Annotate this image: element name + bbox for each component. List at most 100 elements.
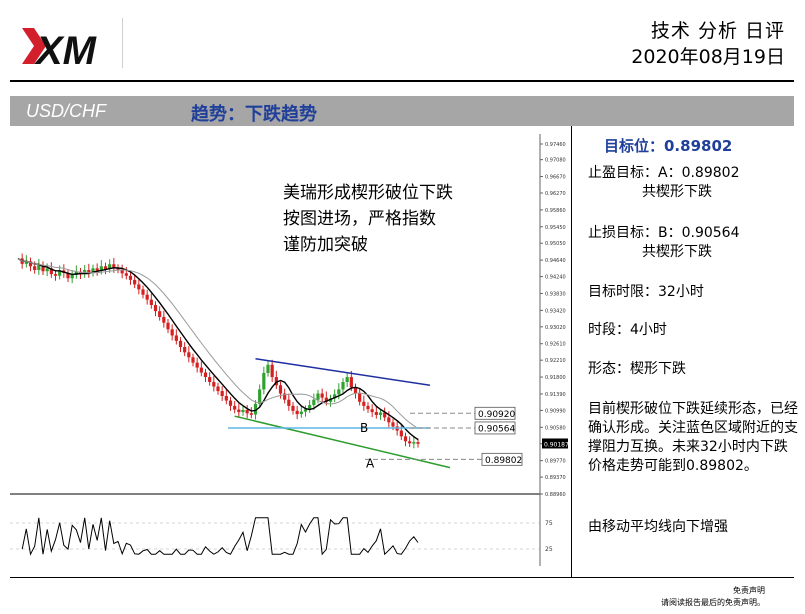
candle-body [137, 284, 141, 290]
candle-body [220, 391, 224, 396]
candle-body [312, 399, 316, 406]
candle-body [99, 266, 103, 271]
take-profit-label: 止盈目标：A：0.89802 [588, 165, 740, 181]
xm-logo: XM [20, 20, 125, 73]
candle-body [74, 271, 78, 275]
disclaimer-title: 免责声明 [733, 586, 765, 595]
candle-body [108, 264, 112, 270]
chart-svg: 0.90920 0.90564 0.89802 B A 0.97460 0.97080 0.… [10, 134, 569, 566]
oscillator-line [21, 517, 419, 556]
candle-body [162, 316, 166, 323]
candle-body [362, 401, 366, 406]
candle-body [216, 386, 220, 392]
annotation-line-3: 谨防加突破 [283, 235, 368, 255]
oscillator-tick-label: 75 [545, 520, 553, 527]
y-tick-label: 0.93420 [545, 308, 566, 314]
footer-rule [10, 577, 794, 578]
y-tick-label: 0.95860 [545, 208, 566, 214]
candle-body [366, 405, 370, 410]
candle-body [403, 436, 408, 442]
candle-body [270, 364, 274, 378]
marker-a: A [366, 456, 375, 470]
level-label-box [474, 406, 516, 420]
timeframe: 时段：4小时 [588, 322, 667, 338]
candle-body [33, 266, 37, 270]
logo-divider [122, 18, 123, 68]
candle-body [353, 387, 358, 394]
y-tick-label: 0.92610 [545, 342, 566, 348]
candle-body [333, 394, 337, 399]
candle-body [324, 397, 328, 402]
analysis-description: 目前楔形破位下跌延续形态，已经确认形成。关注蓝色区域附近的支撑阻力互换。未来32… [588, 401, 798, 474]
candle-body [24, 261, 28, 264]
candle-body [195, 362, 199, 368]
moving-average-note: 由移动平均线向下增强 [588, 519, 728, 535]
take-profit-block: 止盈目标：A：0.89802 共楔形下跌 [588, 164, 739, 202]
moving-average-slow [17, 258, 419, 430]
candle-body [316, 393, 320, 400]
currency-pair: USD/CHF [26, 101, 106, 121]
candle-body [416, 442, 420, 444]
moving-average-fast [17, 257, 419, 441]
candle-body [58, 270, 62, 276]
candle-body [358, 393, 362, 402]
candle-body [241, 410, 245, 413]
candle-body [253, 403, 258, 415]
candle-body [283, 393, 287, 400]
current-price-box [542, 438, 568, 449]
candle-body [278, 385, 283, 394]
candle-body [124, 273, 128, 276]
wedge-resistance-line [255, 357, 431, 387]
candle-body [320, 393, 324, 398]
candle-body [37, 265, 41, 270]
y-tick-label: 0.89770 [545, 459, 566, 465]
current-price-label: 0.90187 [544, 441, 569, 448]
y-tick-label: 0.96270 [545, 191, 566, 197]
candle-body [49, 268, 53, 275]
candle-body [178, 340, 183, 347]
level-label: 0.89802 [485, 456, 522, 466]
marker-b: B [360, 421, 368, 435]
candle-body [53, 274, 58, 276]
candle-body [408, 441, 412, 444]
candle-body [28, 261, 33, 267]
candle-body [337, 389, 341, 395]
annotation-line-2: 按图进场，严格指数 [283, 209, 436, 229]
candle-body [370, 409, 374, 413]
y-tick-label: 0.97460 [545, 142, 566, 148]
candle-body [133, 279, 137, 285]
candle-body [274, 377, 278, 386]
candle-body [299, 411, 303, 415]
report-title: 技术 分析 日评 [650, 20, 785, 42]
candle-body [91, 268, 95, 273]
report-date: 2020年08月19日 [631, 46, 785, 68]
candle-body [258, 389, 262, 404]
title-banner: USD/CHF 趋势：下跌趋势 [10, 96, 794, 126]
candle-body [78, 271, 83, 275]
candle-body [208, 377, 212, 382]
stop-loss-block: 止损目标：B：0.90564 共楔形下跌 [588, 224, 740, 262]
candle-body [233, 405, 237, 410]
candle-body [308, 405, 312, 410]
y-tick-label: 0.94640 [545, 258, 566, 264]
panel-divider [571, 126, 572, 578]
stop-loss-note: 共楔形下跌 [642, 244, 712, 260]
candle-body [183, 347, 187, 353]
trend-label: 趋势：下跌趋势 [191, 104, 317, 125]
y-tick-label: 0.91800 [545, 375, 566, 381]
candle-body [399, 430, 403, 437]
candle-body [158, 311, 162, 317]
y-tick-label: 0.91390 [545, 392, 566, 398]
candle-body [228, 400, 233, 406]
candle-body [191, 357, 195, 363]
candle-body [170, 329, 174, 336]
y-tick-label: 0.95450 [545, 225, 566, 231]
candle-body [87, 270, 91, 273]
candle-body [149, 299, 153, 305]
candle-body [116, 267, 120, 270]
candle-body [303, 409, 308, 412]
candle-body [166, 322, 170, 330]
candle-body [41, 265, 45, 272]
candle-body [249, 413, 253, 415]
candle-body [45, 268, 49, 272]
